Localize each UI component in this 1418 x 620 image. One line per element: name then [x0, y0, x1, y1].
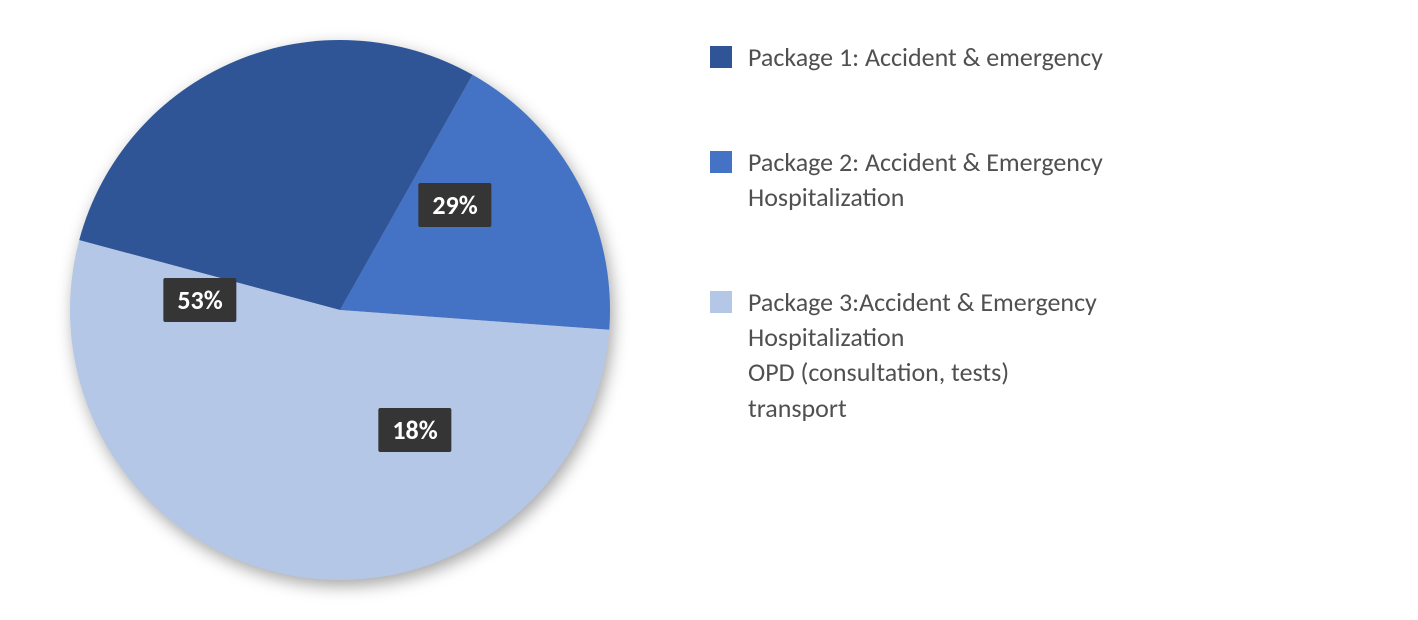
legend-item-1: Package 2: Accident & Emergency Hospital…	[710, 145, 1103, 215]
data-label-0: 29%	[418, 183, 491, 227]
pie-chart-container: 29% 18% 53% Package 1: Accident & emergenc…	[0, 30, 1418, 590]
legend-label-2: Package 3:Accident & Emergency Hospitali…	[748, 285, 1097, 425]
legend-swatch-0	[710, 46, 732, 68]
legend-swatch-2	[710, 291, 732, 313]
pie-svg	[60, 30, 620, 590]
pie-chart: 29% 18% 53%	[60, 30, 620, 590]
legend-label-1: Package 2: Accident & Emergency Hospital…	[748, 145, 1103, 215]
legend: Package 1: Accident & emergency Package 2…	[710, 40, 1103, 426]
legend-item-0: Package 1: Accident & emergency	[710, 40, 1103, 75]
legend-label-0: Package 1: Accident & emergency	[748, 40, 1103, 75]
data-label-1: 18%	[378, 408, 451, 452]
legend-item-2: Package 3:Accident & Emergency Hospitali…	[710, 285, 1103, 425]
legend-swatch-1	[710, 151, 732, 173]
data-label-2: 53%	[163, 278, 236, 322]
